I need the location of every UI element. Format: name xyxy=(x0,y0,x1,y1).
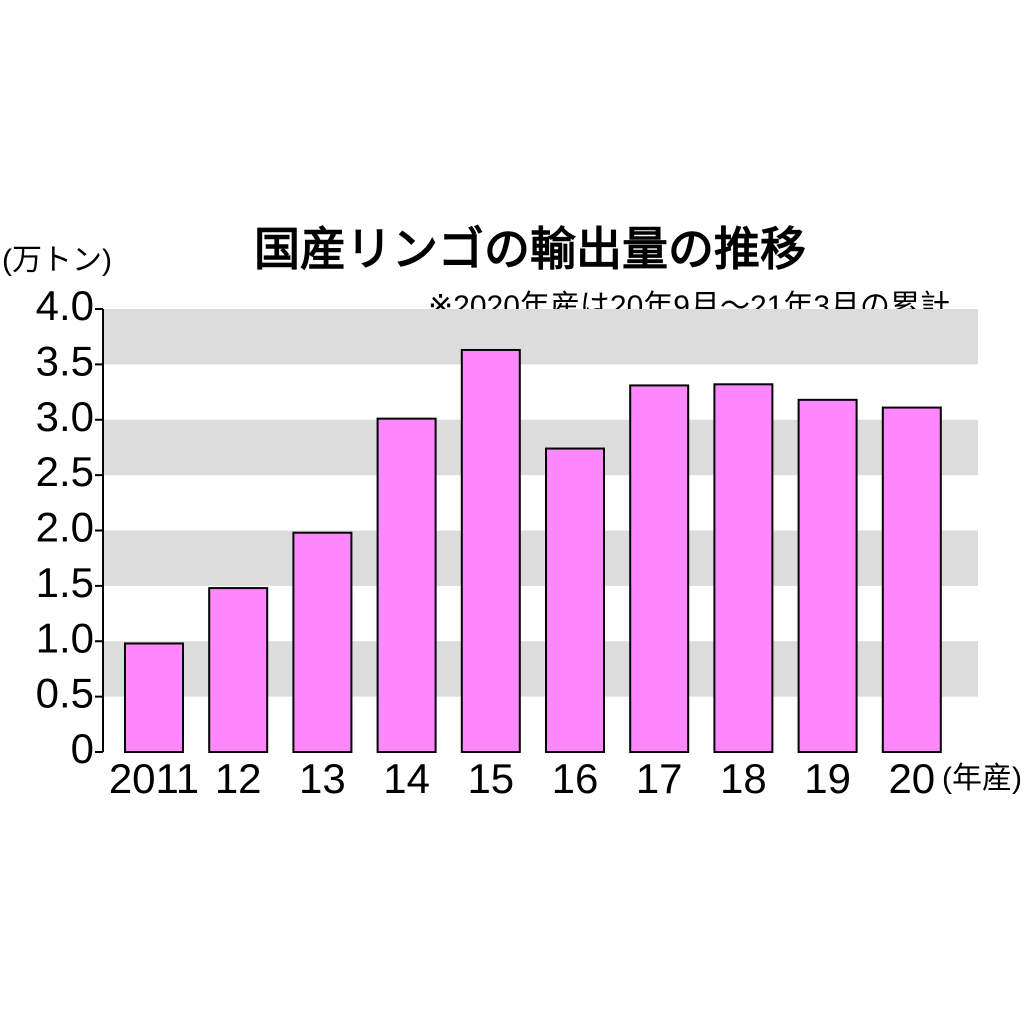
grid-band xyxy=(103,309,978,365)
x-tick-label: 13 xyxy=(299,755,346,802)
x-tick-label: 20 xyxy=(888,755,935,802)
bar xyxy=(460,348,521,753)
y-tick-label: 3.0 xyxy=(36,393,94,440)
y-tick-label: 2.0 xyxy=(36,504,94,551)
chart-title: 国産リンゴの輸出量の推移 xyxy=(254,223,806,275)
x-tick-label: 16 xyxy=(552,755,599,802)
y-tick-label: 2.5 xyxy=(36,448,94,495)
bar xyxy=(881,406,942,753)
bar xyxy=(797,398,858,753)
x-tick-label: 12 xyxy=(215,755,262,802)
y-tick-label: 1.0 xyxy=(36,614,94,661)
bar xyxy=(545,447,605,753)
y-tick-label: 0 xyxy=(71,725,94,772)
x-tick-label: 17 xyxy=(636,755,683,802)
bar xyxy=(629,384,690,753)
x-tick-label: 19 xyxy=(804,755,851,802)
x-tick-label: 14 xyxy=(383,755,430,802)
bar xyxy=(713,383,774,753)
y-tick-label: 4.0 xyxy=(36,282,94,329)
x-axis-label: (年産) xyxy=(942,762,1022,795)
x-tick-label: 2011 xyxy=(109,755,199,802)
bar xyxy=(208,587,269,754)
bar xyxy=(124,642,184,754)
bar xyxy=(292,531,353,754)
bar xyxy=(376,417,437,753)
y-tick-label: 3.5 xyxy=(36,337,94,384)
y-tick-label: 0.5 xyxy=(36,670,94,717)
y-axis-label: (万トン) xyxy=(2,244,112,277)
x-tick-label: 15 xyxy=(467,755,514,802)
y-tick-label: 1.5 xyxy=(36,559,94,606)
x-tick-label: 18 xyxy=(720,755,767,802)
